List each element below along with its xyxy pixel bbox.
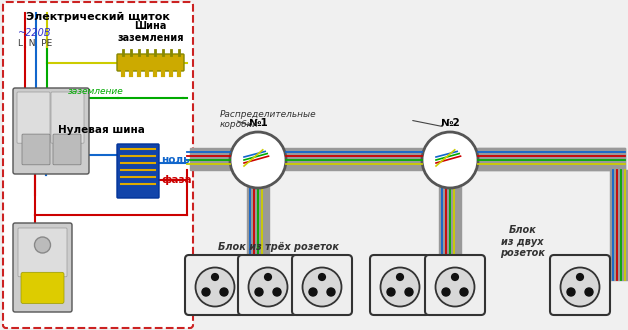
Circle shape: [567, 288, 575, 296]
FancyBboxPatch shape: [13, 223, 72, 312]
FancyBboxPatch shape: [238, 255, 298, 315]
Circle shape: [460, 288, 468, 296]
Circle shape: [202, 288, 210, 296]
FancyBboxPatch shape: [18, 228, 67, 277]
FancyBboxPatch shape: [13, 88, 89, 174]
Circle shape: [381, 268, 420, 307]
Circle shape: [422, 132, 478, 188]
Text: Нулевая шина: Нулевая шина: [58, 125, 145, 135]
Circle shape: [585, 288, 593, 296]
Circle shape: [230, 132, 286, 188]
Circle shape: [255, 288, 263, 296]
Text: Блок
из двух
розеток: Блок из двух розеток: [500, 225, 545, 258]
Circle shape: [327, 288, 335, 296]
Bar: [610, 170, 628, 280]
Text: заземление: заземление: [68, 87, 124, 96]
Circle shape: [264, 274, 271, 280]
Text: ноль: ноль: [161, 155, 190, 165]
Bar: [190, 148, 625, 170]
Circle shape: [195, 268, 234, 307]
FancyBboxPatch shape: [117, 54, 184, 71]
Circle shape: [561, 268, 600, 307]
FancyBboxPatch shape: [425, 255, 485, 315]
FancyBboxPatch shape: [3, 2, 193, 328]
Circle shape: [387, 288, 395, 296]
Text: №1: №1: [248, 118, 268, 128]
Text: ~220В: ~220В: [18, 28, 51, 38]
Circle shape: [397, 274, 403, 280]
Bar: [478, 148, 625, 170]
Circle shape: [442, 288, 450, 296]
Circle shape: [405, 288, 413, 296]
Circle shape: [220, 288, 228, 296]
Circle shape: [273, 288, 281, 296]
Circle shape: [435, 268, 475, 307]
Circle shape: [249, 268, 288, 307]
Bar: [247, 170, 269, 255]
Bar: [439, 170, 461, 255]
Circle shape: [452, 274, 458, 280]
Circle shape: [212, 274, 219, 280]
Text: №2: №2: [440, 118, 460, 128]
FancyBboxPatch shape: [21, 272, 64, 304]
Text: L  N  PE: L N PE: [18, 39, 52, 48]
Circle shape: [35, 237, 50, 253]
Circle shape: [318, 274, 325, 280]
FancyBboxPatch shape: [51, 92, 84, 143]
Text: Блок из трёх розеток: Блок из трёх розеток: [217, 242, 338, 252]
Text: Шина
заземления: Шина заземления: [117, 21, 184, 43]
FancyBboxPatch shape: [370, 255, 430, 315]
FancyBboxPatch shape: [550, 255, 610, 315]
FancyBboxPatch shape: [17, 92, 50, 143]
FancyBboxPatch shape: [292, 255, 352, 315]
FancyBboxPatch shape: [22, 134, 50, 165]
FancyBboxPatch shape: [185, 255, 245, 315]
Circle shape: [303, 268, 342, 307]
Text: фаза: фаза: [161, 175, 192, 185]
Circle shape: [577, 274, 583, 280]
FancyBboxPatch shape: [117, 144, 159, 198]
FancyBboxPatch shape: [53, 134, 81, 165]
Text: Распределительные
коробки: Распределительные коробки: [220, 110, 317, 129]
Circle shape: [309, 288, 317, 296]
Text: Электрический щиток: Электрический щиток: [26, 12, 170, 22]
